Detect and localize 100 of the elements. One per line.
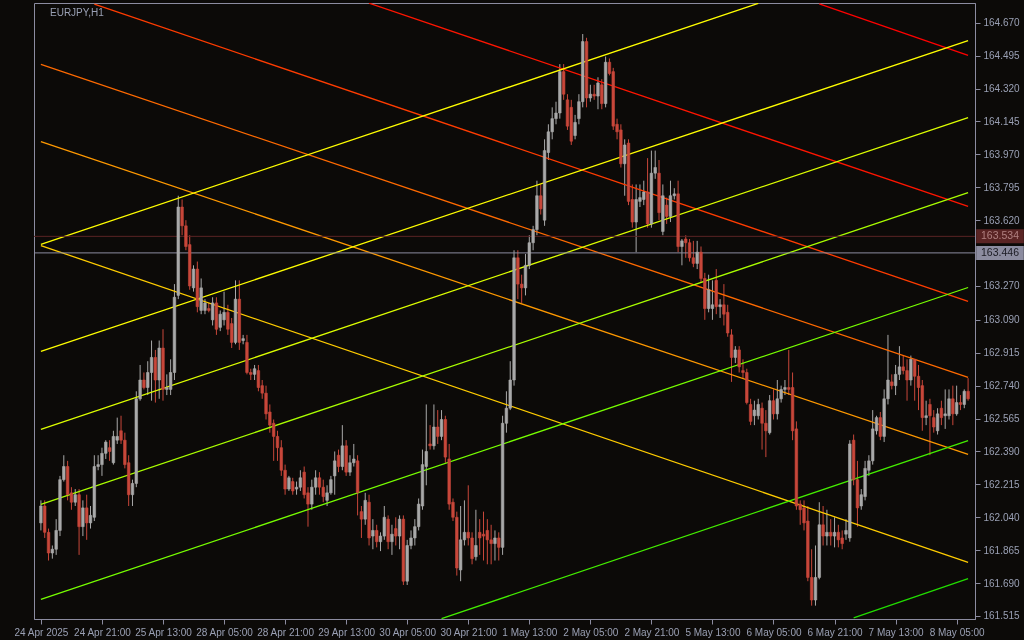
candlestick	[153, 349, 157, 404]
candlestick	[394, 516, 398, 546]
y-tick-label: 162.390	[983, 445, 1021, 457]
y-tick-label: 161.690	[983, 577, 1021, 589]
candlestick	[336, 449, 341, 473]
x-tick-label: 6 May 21:00	[807, 626, 863, 638]
candlestick	[928, 398, 932, 456]
candlestick	[439, 409, 444, 441]
x-tick-label: 2 May 21:00	[624, 626, 680, 638]
ref-line-label: 163.534	[981, 229, 1020, 242]
candlestick	[596, 76, 600, 110]
candlestick	[375, 524, 379, 548]
x-tick-label: 29 Apr 13:00	[318, 626, 376, 638]
candlestick	[687, 238, 692, 263]
y-tick-label: 164.320	[983, 83, 1021, 95]
y-tick-label: 161.865	[983, 544, 1021, 556]
candlestick	[432, 403, 436, 451]
candlestick	[211, 296, 215, 326]
x-tick-label: 28 Apr 05:00	[196, 626, 254, 638]
candlestick	[199, 277, 203, 315]
candlestick	[371, 518, 375, 550]
candlestick	[909, 355, 913, 387]
candlestick	[684, 234, 688, 259]
y-tick-label: 163.270	[983, 280, 1021, 292]
y-tick-label: 162.740	[983, 380, 1021, 392]
candlestick	[832, 516, 837, 548]
candlestick	[691, 240, 695, 268]
candlestick	[924, 400, 928, 426]
candlestick	[539, 183, 543, 216]
candlestick	[363, 492, 367, 526]
candlestick	[939, 400, 943, 426]
chart-title: EURJPY,H1	[50, 7, 105, 18]
candlestick	[836, 524, 840, 548]
y-tick-label: 162.215	[983, 478, 1021, 490]
ref-line-label: 163.446	[981, 245, 1020, 258]
candlestick	[390, 524, 394, 556]
candlestick	[966, 377, 970, 402]
x-tick-label: 25 Apr 13:00	[135, 626, 193, 638]
candlestick	[333, 450, 337, 496]
y-tick-label: 164.145	[983, 115, 1021, 127]
x-tick-label: 30 Apr 21:00	[440, 626, 498, 638]
candlestick	[840, 529, 844, 550]
candlestick	[642, 180, 646, 206]
x-tick-label: 24 Apr 21:00	[74, 626, 132, 638]
candlestick	[340, 424, 344, 471]
candlestick	[191, 264, 196, 293]
candlestick	[821, 505, 825, 546]
x-tick-label: 6 May 05:00	[746, 626, 802, 638]
y-tick-label: 163.620	[983, 214, 1021, 226]
candlestick	[107, 439, 112, 462]
candlestick	[665, 197, 669, 225]
candlestick	[493, 529, 497, 562]
candlestick	[474, 509, 478, 562]
candlestick	[829, 518, 833, 546]
y-tick-label: 163.795	[983, 181, 1021, 193]
y-tick-label: 163.090	[983, 314, 1021, 326]
candlestick	[142, 371, 146, 390]
y-tick-label: 163.970	[983, 148, 1021, 160]
candlestick	[710, 279, 715, 321]
y-tick-label: 162.040	[983, 511, 1021, 523]
x-tick-label: 24 Apr 2025	[14, 626, 69, 638]
y-tick-label: 164.670	[983, 17, 1021, 29]
candlestick	[775, 379, 779, 420]
candlestick	[241, 334, 245, 345]
candlestick	[718, 298, 722, 319]
candlestick	[85, 494, 89, 541]
candlestick	[428, 424, 432, 451]
y-tick-label: 162.915	[983, 347, 1021, 359]
candlestick	[298, 469, 302, 492]
candlestick	[825, 509, 829, 546]
x-tick-label: 30 Apr 05:00	[379, 626, 437, 638]
candlestick	[81, 499, 85, 537]
candlestick	[771, 388, 776, 420]
x-tick-label: 8 May 05:00	[929, 626, 986, 638]
candlestick	[149, 340, 154, 402]
x-tick-label: 5 May 13:00	[685, 626, 741, 638]
candlestick	[39, 499, 43, 531]
candlestick	[680, 238, 684, 266]
candlestick	[951, 385, 955, 426]
candlestick	[436, 409, 440, 445]
candlestick	[752, 400, 757, 426]
candlestick	[634, 183, 638, 253]
candlestick	[695, 240, 699, 270]
candlestick	[497, 531, 501, 562]
y-tick-label: 161.515	[983, 610, 1021, 622]
candlestick	[317, 471, 322, 496]
x-tick-label: 7 May 13:00	[868, 626, 925, 638]
candlestick	[386, 514, 390, 550]
x-tick-label: 2 May 05:00	[563, 626, 619, 638]
x-tick-label: 28 Apr 21:00	[257, 626, 315, 638]
candlestick	[962, 388, 966, 409]
y-tick-label: 164.495	[983, 50, 1021, 62]
candlestick	[623, 138, 627, 197]
candlestick	[165, 373, 169, 396]
x-tick-label: 1 May 13:00	[502, 626, 558, 638]
candlestick	[905, 358, 909, 402]
candlestick	[481, 511, 486, 562]
candlestick	[943, 388, 947, 430]
y-tick-label: 162.565	[983, 413, 1021, 425]
candlestick	[600, 78, 604, 110]
